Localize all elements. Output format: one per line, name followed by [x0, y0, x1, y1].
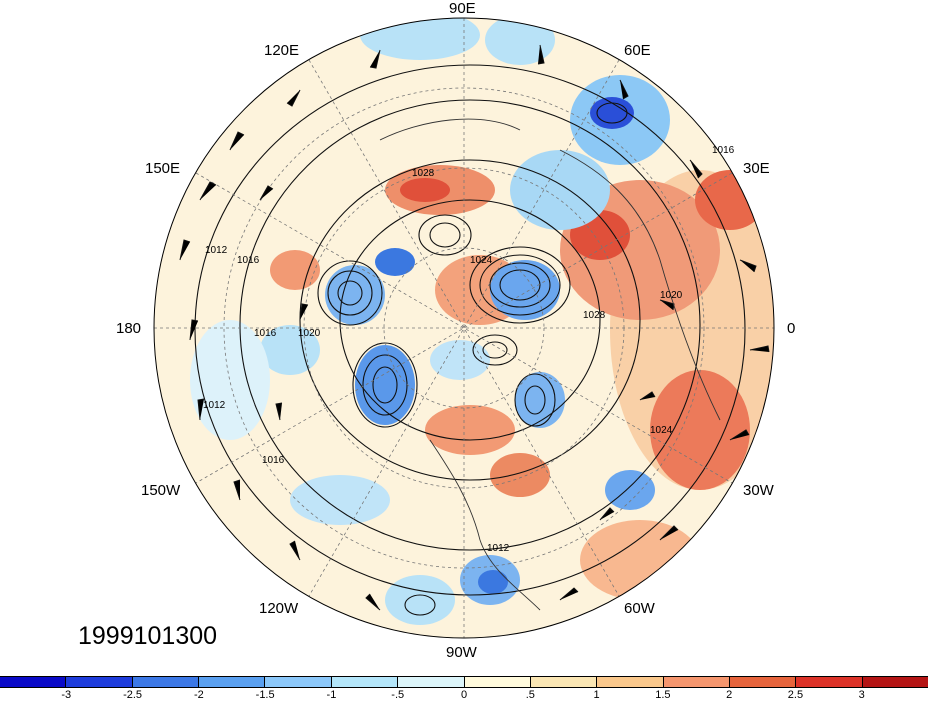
wind-barbs [179, 44, 770, 611]
contour-label: 1020 [660, 290, 683, 301]
contour-label: 1016 [254, 328, 277, 339]
lon-label-30w: 30W [743, 482, 774, 499]
colorbar-tick-label: 0 [460, 689, 468, 701]
contour-label: 1012 [487, 543, 510, 554]
anomaly-shading [190, 18, 774, 625]
colorbar-swatch [796, 677, 863, 687]
lon-label-150w: 150W [141, 482, 181, 499]
colorbar-swatch [132, 677, 200, 687]
map-border [153, 17, 775, 639]
contour-label: 1020 [298, 328, 321, 339]
colorbar-swatch [199, 677, 266, 687]
colorbar-tick-label: .5 [525, 689, 535, 701]
contour-label: 1024 [650, 425, 673, 436]
contour-label: 1028 [583, 310, 606, 321]
colorbar-tick-label: -2 [193, 689, 204, 701]
contour-label: 1016 [712, 145, 735, 156]
contour-label: 1016 [237, 255, 260, 266]
colorbar-swatch [862, 677, 928, 687]
lon-label-60w: 60W [624, 600, 655, 617]
colorbar-swatch [597, 677, 664, 687]
contour-label: 1012 [205, 245, 228, 256]
coastlines [379, 118, 721, 611]
colorbar-swatch [265, 677, 332, 687]
colorbar-tick-label: -1.5 [255, 689, 275, 701]
colorbar [0, 676, 928, 688]
contour-label: 1012 [203, 400, 226, 411]
colorbar-swatch [66, 677, 133, 687]
colorbar-tick-label: 1.5 [655, 689, 671, 701]
lon-label-150e: 150E [145, 160, 181, 177]
colorbar-swatch [331, 677, 399, 687]
colorbar-swatch [729, 677, 797, 687]
colorbar-swatch [398, 677, 465, 687]
colorbar-tick-label: -.5 [391, 689, 405, 701]
colorbar-swatch [464, 677, 531, 687]
lon-label-180: 180 [116, 320, 142, 337]
graticule [154, 18, 774, 638]
colorbar-tick-label: 2.5 [787, 689, 804, 701]
colorbar-swatch [530, 677, 598, 687]
lon-label-120e: 120E [264, 42, 300, 59]
colorbar-tick-label: -1 [326, 689, 337, 701]
lon-label-0: 0 [787, 320, 796, 337]
contour-label: 1024 [470, 255, 493, 266]
lon-label-90w: 90W [446, 644, 477, 661]
contour-label: 1028 [412, 168, 435, 179]
colorbar-tick-label: -2.5 [123, 689, 143, 701]
colorbar-tick-label: 3 [858, 689, 865, 701]
date-stamp: 1999101300 [78, 622, 218, 650]
colorbar-tick-label: 2 [726, 689, 733, 701]
lon-label-30e: 30E [743, 160, 770, 177]
lon-label-120w: 120W [259, 600, 299, 617]
colorbar-tick-label: -3 [61, 689, 72, 701]
colorbar-swatch [663, 677, 730, 687]
lon-label-90e: 90E [449, 0, 476, 17]
colorbar-tick-label: 1 [593, 689, 600, 701]
lon-label-60e: 60E [624, 42, 651, 59]
contour-label: 1016 [262, 455, 285, 466]
colorbar-swatch [0, 677, 67, 687]
